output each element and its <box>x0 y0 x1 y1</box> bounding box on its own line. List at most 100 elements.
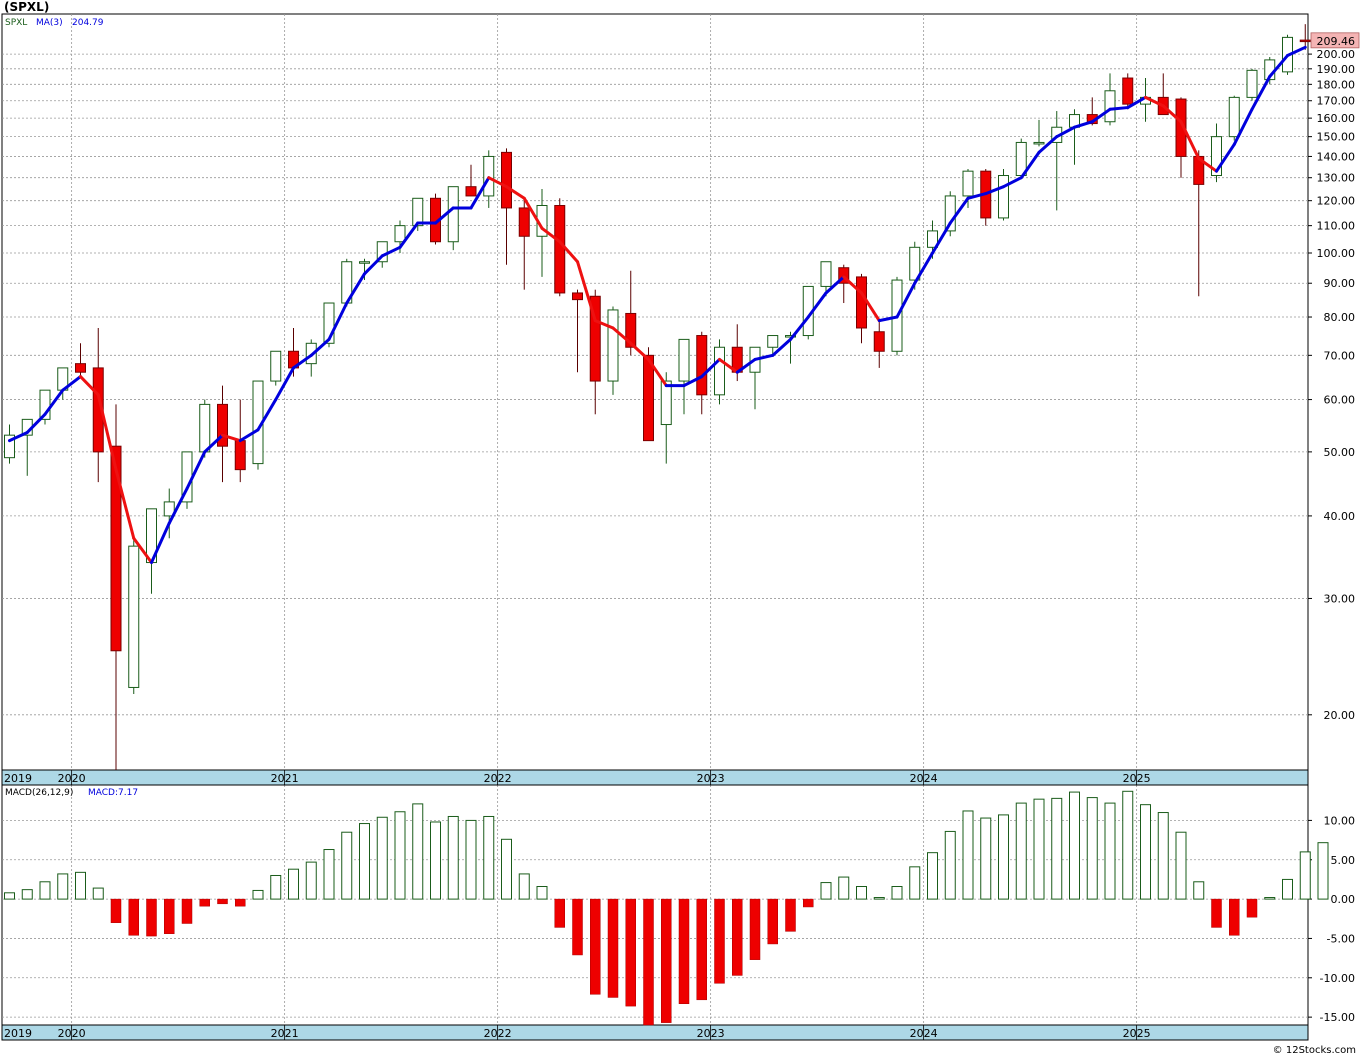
macd-bar-positive <box>92 887 104 900</box>
ma3-segment <box>789 315 810 341</box>
ma3-segment <box>593 319 615 330</box>
ma3-segment <box>1161 104 1183 124</box>
macd-bar-negative <box>199 898 210 907</box>
ma3-segment <box>1037 135 1059 154</box>
ma3-segment <box>1073 120 1094 129</box>
macd-bar-positive <box>447 815 459 900</box>
candle-up <box>1228 96 1240 138</box>
candle-up <box>394 225 406 243</box>
macd-bar-positive <box>270 874 282 900</box>
ma3-segment <box>1232 107 1254 146</box>
macd-bar-positive <box>962 810 974 900</box>
macd-bar-positive <box>1282 878 1293 900</box>
ma3-segment <box>824 275 846 295</box>
candle-down <box>110 445 122 652</box>
macd-bar-positive <box>21 889 33 900</box>
candle-down <box>518 207 530 237</box>
macd-bar-negative <box>749 898 761 960</box>
macd-bar-positive <box>57 873 69 900</box>
price-tick-label: 70.00 <box>1324 349 1356 362</box>
ma3-segment <box>345 272 366 305</box>
macd-bar-negative <box>128 898 139 936</box>
candle-down <box>643 354 654 442</box>
candle-down <box>696 335 708 396</box>
ma3-segment <box>735 357 757 374</box>
macd-bar-negative <box>714 898 725 984</box>
ma3-segment <box>8 430 29 443</box>
candle-down <box>501 151 512 209</box>
macd-bar-positive <box>891 886 903 900</box>
candle-up <box>412 197 424 227</box>
ma3-segment <box>505 185 526 200</box>
macd-bar-positive <box>909 866 921 900</box>
ma3-segment <box>1144 95 1165 108</box>
macd-tick-label: 10.00 <box>1324 814 1356 827</box>
price-tick-label: 150.00 <box>1317 131 1356 144</box>
ma3-segment <box>1268 54 1289 78</box>
ma3-segment <box>25 412 47 434</box>
ma3-segment <box>647 357 668 388</box>
ma3-segment <box>558 240 579 264</box>
candle-up <box>128 545 140 688</box>
last-price-label: 209.46 <box>1317 35 1356 48</box>
ma3-segment <box>487 176 508 189</box>
ma-value: 204.79 <box>72 18 104 28</box>
macd-bar-negative <box>164 898 175 934</box>
candle-up <box>483 155 495 197</box>
price-tick-label: 60.00 <box>1324 394 1356 407</box>
ma3-segment <box>1215 142 1236 173</box>
ma3-segment <box>1197 157 1218 173</box>
macd-bar-negative <box>696 898 707 1001</box>
price-tick-label: 200.00 <box>1317 48 1356 61</box>
candle-up <box>4 434 15 459</box>
macd-bar-negative <box>1229 898 1240 936</box>
ma3-segment <box>842 275 863 295</box>
candle-up <box>323 302 335 344</box>
ma3-segment <box>1250 74 1272 111</box>
price-tick-label: 90.00 <box>1324 277 1356 290</box>
candle-up <box>39 389 51 420</box>
macd-bar-negative <box>661 898 672 1023</box>
ma3-segment <box>96 393 118 472</box>
ma-label: MA(3) <box>36 18 63 28</box>
macd-tick-label: 5.00 <box>1331 854 1356 867</box>
candle-down <box>625 312 637 348</box>
macd-bar-positive <box>856 886 867 900</box>
ma3-segment <box>469 176 491 210</box>
candle-down <box>1299 39 1311 43</box>
ma3-segment <box>238 428 260 443</box>
price-tick-label: 80.00 <box>1324 311 1356 324</box>
year-label: 2019 <box>4 772 32 785</box>
chart-title: (SPXL) <box>4 0 50 14</box>
ma3-segment <box>700 357 721 379</box>
macd-bar-negative <box>1211 898 1222 928</box>
macd-bar-negative <box>732 898 743 976</box>
ma3-segment <box>167 487 189 525</box>
candle-down <box>217 403 228 447</box>
macd-bar-negative <box>767 898 778 945</box>
ma3-segment <box>43 388 65 416</box>
macd-bar-positive <box>873 897 885 900</box>
credit-footer: © 12Stocks.com <box>1272 1045 1356 1056</box>
ma3-segment <box>611 326 633 345</box>
macd-bar-positive <box>1086 797 1098 900</box>
ma3-segment <box>1019 150 1041 180</box>
macd-bar-positive <box>1299 851 1311 900</box>
ma3-segment <box>771 337 792 357</box>
macd-bar-negative <box>785 898 796 932</box>
ma3-segment <box>1179 120 1201 161</box>
ma3-segment <box>966 192 988 200</box>
ma3-segment <box>931 221 952 255</box>
ma3-segment <box>434 206 455 225</box>
ma3-segment <box>203 433 224 454</box>
macd-tick-label: -10.00 <box>1320 972 1355 985</box>
candle-up <box>199 403 211 453</box>
price-tick-label: 160.00 <box>1317 112 1356 125</box>
macd-bar-positive <box>820 882 832 900</box>
candle-up <box>767 335 779 348</box>
candle-down <box>1122 77 1134 105</box>
ma3-segment <box>540 226 562 244</box>
ma3-segment <box>79 375 100 397</box>
macd-bar-positive <box>412 803 424 900</box>
candle-up <box>1104 90 1116 123</box>
